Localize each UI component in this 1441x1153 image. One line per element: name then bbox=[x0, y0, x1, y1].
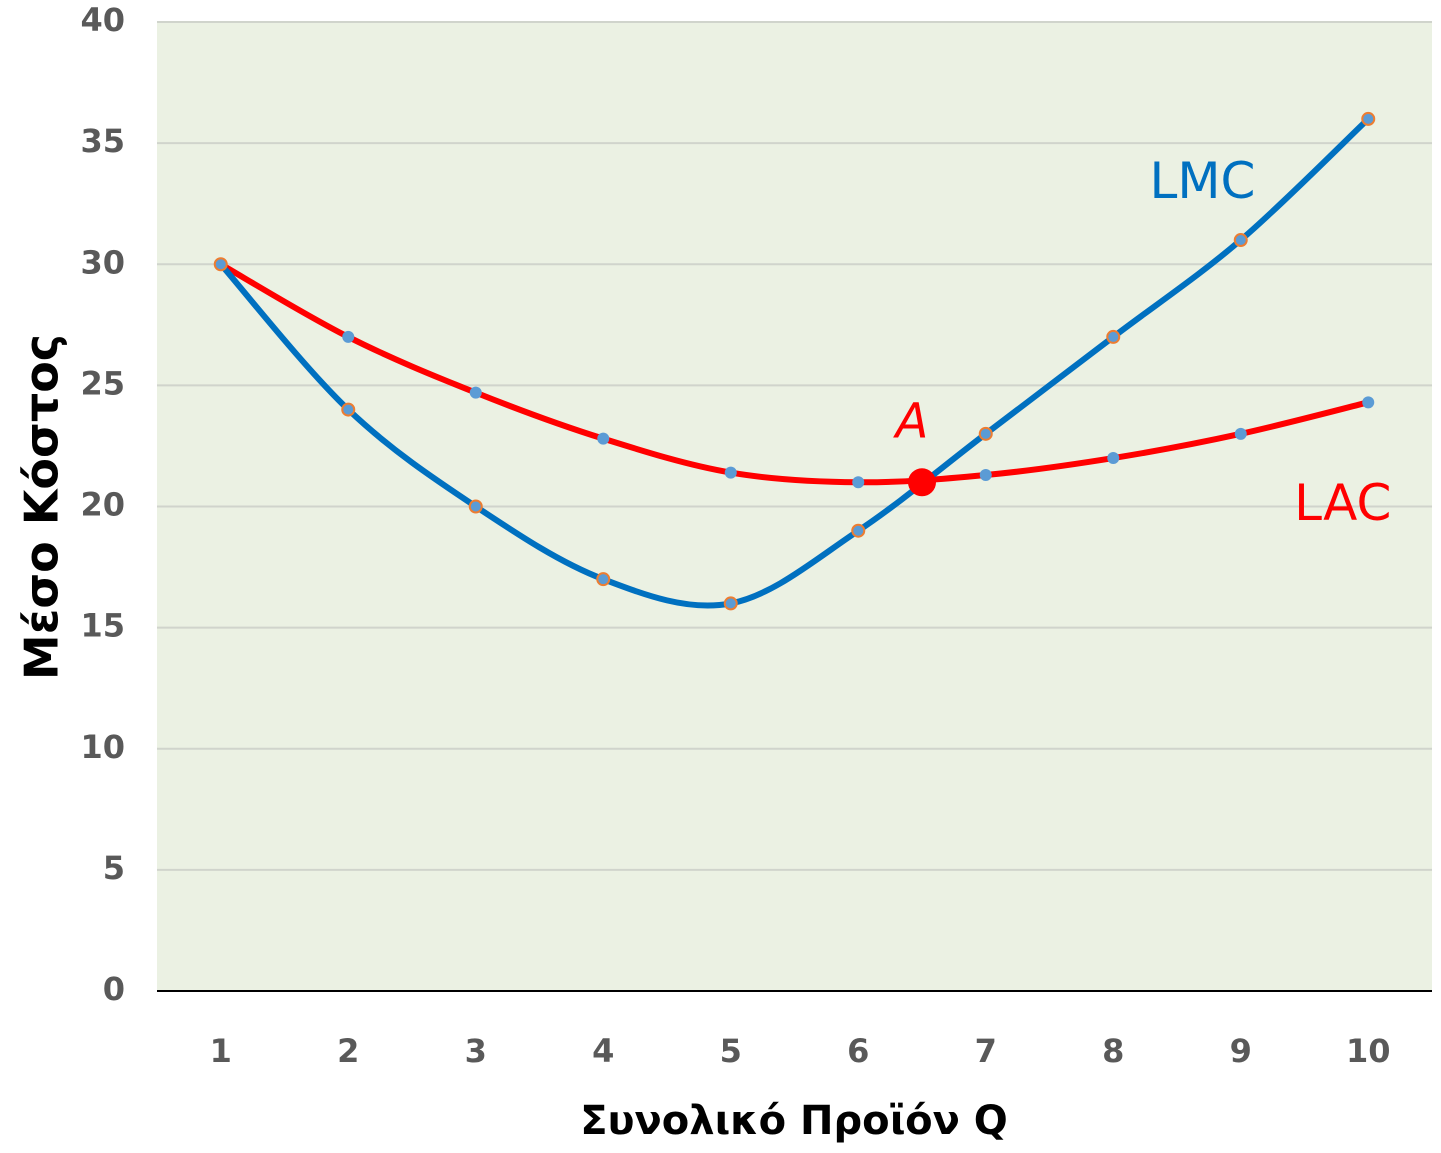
x-tick-label: 3 bbox=[465, 1032, 487, 1070]
x-tick-label: 5 bbox=[720, 1032, 742, 1070]
series-label: LMC bbox=[1150, 152, 1256, 210]
x-tick-label: 6 bbox=[847, 1032, 869, 1070]
data-point bbox=[1233, 233, 1248, 248]
y-tick-label: 20 bbox=[80, 486, 125, 524]
y-tick-label: 30 bbox=[80, 243, 125, 281]
x-tick-label: 4 bbox=[592, 1032, 614, 1070]
data-point bbox=[1362, 396, 1375, 409]
data-point bbox=[469, 386, 482, 399]
data-point bbox=[597, 432, 610, 445]
y-tick-label: 5 bbox=[103, 849, 125, 887]
series-line bbox=[218, 116, 1371, 609]
y-tick-label: 10 bbox=[80, 728, 125, 766]
series-label: LAC bbox=[1294, 474, 1391, 532]
x-tick-label: 8 bbox=[1102, 1032, 1124, 1070]
data-point bbox=[978, 426, 993, 441]
data-point bbox=[213, 257, 228, 272]
y-tick-label: 15 bbox=[80, 607, 125, 645]
data-point bbox=[342, 330, 355, 343]
data-point bbox=[341, 402, 356, 417]
x-tick-label: 10 bbox=[1346, 1032, 1391, 1070]
data-point bbox=[724, 466, 737, 479]
y-tick-label: 0 bbox=[103, 970, 125, 1008]
x-tick-label: 7 bbox=[975, 1032, 997, 1070]
x-tick-label: 2 bbox=[337, 1032, 359, 1070]
data-point bbox=[1361, 111, 1376, 126]
data-point bbox=[979, 469, 992, 482]
data-point bbox=[723, 596, 738, 611]
y-tick-label: 40 bbox=[80, 1, 125, 39]
annotation-label: A bbox=[893, 393, 929, 449]
data-point bbox=[851, 523, 866, 538]
series-line bbox=[219, 261, 1369, 486]
y-axis-title: Μέσο Κόστος bbox=[15, 334, 69, 680]
x-tick-label: 9 bbox=[1230, 1032, 1252, 1070]
y-tick-label: 25 bbox=[80, 364, 125, 402]
y-tick-label: 35 bbox=[80, 122, 125, 160]
annotation-point bbox=[908, 468, 936, 497]
x-tick-label: 1 bbox=[210, 1032, 232, 1070]
data-point bbox=[1107, 452, 1120, 465]
data-point bbox=[596, 572, 611, 587]
data-point bbox=[1234, 427, 1247, 440]
data-point bbox=[852, 476, 865, 489]
data-point bbox=[1106, 329, 1121, 344]
data-point bbox=[468, 499, 483, 514]
x-axis-title: Συνολικό Προϊόν Q bbox=[580, 1098, 1008, 1144]
